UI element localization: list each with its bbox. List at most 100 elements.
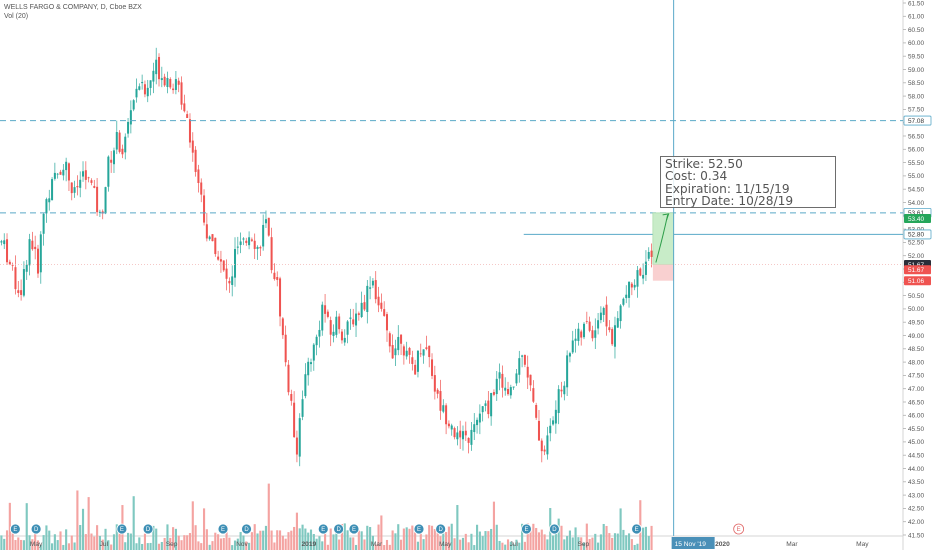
volume-bar-138 <box>388 544 391 555</box>
x-axis-label-0: May <box>30 541 43 548</box>
volume-bar-57 <box>160 541 163 555</box>
candle-body-80 <box>225 268 228 279</box>
candle-body-34 <box>96 186 99 213</box>
price-badge-label-0: 57.08 <box>908 118 924 125</box>
volume-bar-208 <box>585 523 588 555</box>
candle-body-129 <box>363 302 366 310</box>
volume-bar-108 <box>304 528 307 555</box>
candle-body-150 <box>422 349 425 356</box>
candle-body-19 <box>53 172 56 179</box>
volume-bar-224 <box>630 539 633 555</box>
candle-body-198 <box>557 389 560 414</box>
candle-body-107 <box>301 399 304 417</box>
candle-body-218 <box>613 325 616 347</box>
volume-bar-52 <box>146 543 149 555</box>
volume-bar-93 <box>262 530 265 555</box>
candle-body-201 <box>566 355 569 388</box>
candle-body-59 <box>166 78 169 87</box>
volume-bar-215 <box>605 525 608 555</box>
volume-bar-54 <box>152 525 155 555</box>
volume-bar-13 <box>36 540 40 555</box>
x-axis-label-1: Jul <box>100 541 109 548</box>
volume-bar-0 <box>0 535 3 555</box>
event-marker-9 <box>413 523 425 535</box>
candle-body-137 <box>385 314 389 331</box>
volume-bar-124 <box>349 537 352 555</box>
candle-body-136 <box>383 309 386 316</box>
volume-bar-221 <box>622 529 625 555</box>
candle-body-48 <box>135 88 138 98</box>
volume-bar-131 <box>369 527 372 555</box>
candle-body-104 <box>293 402 296 438</box>
volume-bar-109 <box>307 532 310 555</box>
volume-bar-202 <box>568 530 572 555</box>
event-marker-12 <box>549 523 560 535</box>
volume-bar-126 <box>354 544 358 555</box>
volume-bar-105 <box>295 512 298 555</box>
volume-bar-209 <box>588 539 591 555</box>
volume-bar-201 <box>566 536 569 555</box>
candle-body-228 <box>642 274 645 279</box>
candle-body-122 <box>343 337 346 343</box>
volume-bar-41 <box>115 524 118 555</box>
option-note-box[interactable]: Strike: 52.50 Cost: 0.34 Expiration: 11/… <box>660 156 836 208</box>
volume-bar-65 <box>183 535 186 555</box>
volume-bar-171 <box>481 536 484 555</box>
candle-body-176 <box>495 378 498 395</box>
candle-body-211 <box>594 330 597 338</box>
volume-bar-193 <box>543 534 546 555</box>
volume-bar-163 <box>459 539 462 555</box>
volume-bar-143 <box>402 528 405 555</box>
candle-body-23 <box>65 161 68 171</box>
volume-bar-107 <box>301 524 304 555</box>
y-tick-label-38: 60.50 <box>908 27 924 34</box>
volume-bar-122 <box>343 523 346 555</box>
event-marker-0 <box>9 523 21 535</box>
volume-bar-191 <box>537 532 541 555</box>
candle-body-25 <box>70 182 73 194</box>
y-tick-label-37: 60.00 <box>908 40 924 47</box>
candle-body-110 <box>309 362 313 365</box>
event-marker-label-9: E <box>417 527 421 533</box>
volume-bar-115 <box>324 524 327 555</box>
candle-body-135 <box>380 302 383 309</box>
candle-body-92 <box>259 247 262 249</box>
candle-body-128 <box>360 302 363 318</box>
candle-body-50 <box>141 81 144 84</box>
candle-body-183 <box>515 373 518 384</box>
volume-bar-37 <box>104 528 107 555</box>
y-tick-label-28: 55.50 <box>908 160 924 167</box>
volume-bar-106 <box>298 528 301 555</box>
candle-body-229 <box>644 261 647 275</box>
volume-bar-213 <box>599 534 602 555</box>
volume-bar-158 <box>445 532 448 555</box>
event-marker-label-7: D <box>336 527 341 533</box>
candle-body-230 <box>647 251 650 259</box>
volume-bar-128 <box>360 531 363 555</box>
price-badge-3 <box>903 229 932 240</box>
volume-bar-96 <box>270 530 273 555</box>
candle-body-121 <box>340 331 343 341</box>
event-marker-4 <box>217 523 229 535</box>
volume-bar-211 <box>594 533 597 555</box>
candle-body-164 <box>461 431 464 440</box>
x-axis-label-5: Mar <box>371 541 383 548</box>
volume-bar-199 <box>560 525 563 555</box>
candle-body-225 <box>633 284 636 288</box>
candle-body-86 <box>242 238 245 240</box>
volume-bar-83 <box>233 540 237 555</box>
candle-body-148 <box>416 350 419 372</box>
y-tick-label-26: 54.50 <box>908 187 924 194</box>
volume-bar-198 <box>557 518 560 555</box>
volume-bar-161 <box>453 538 456 555</box>
candle-body-132 <box>371 280 374 286</box>
volume-bar-111 <box>312 534 315 555</box>
volume-bar-55 <box>155 528 158 555</box>
candle-body-208 <box>585 321 588 322</box>
volume-bar-70 <box>197 541 200 555</box>
volume-bar-4 <box>11 533 14 555</box>
candle-body-138 <box>388 333 391 347</box>
event-marker-label-1: D <box>34 527 39 533</box>
